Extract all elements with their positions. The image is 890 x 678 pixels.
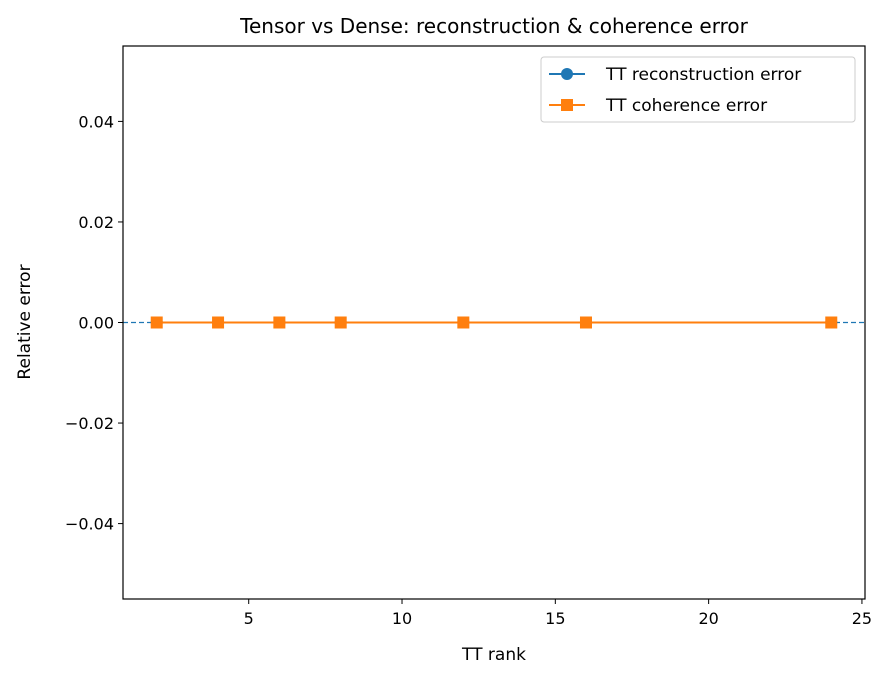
x-tick-label: 25 bbox=[852, 609, 872, 628]
x-axis-label: TT rank bbox=[461, 645, 526, 665]
x-tick-label: 15 bbox=[545, 609, 565, 628]
plot-area bbox=[123, 316, 865, 329]
y-tick-label: 0.00 bbox=[78, 314, 114, 333]
y-tick-label: 0.02 bbox=[78, 213, 114, 232]
y-tick-label: 0.04 bbox=[78, 112, 114, 131]
series-point-1 bbox=[579, 316, 592, 329]
legend-marker-0 bbox=[561, 68, 573, 80]
legend-marker-1 bbox=[561, 99, 573, 111]
x-tick-label: 5 bbox=[244, 609, 254, 628]
x-tick-label: 10 bbox=[392, 609, 412, 628]
series-point-1 bbox=[212, 316, 225, 329]
legend-label-1: TT coherence error bbox=[605, 96, 767, 116]
legend: TT reconstruction error TT coherence erro… bbox=[540, 56, 856, 123]
y-axis-label: Relative error bbox=[15, 264, 35, 379]
series-point-1 bbox=[273, 316, 286, 329]
y-tick-label: −0.02 bbox=[65, 414, 114, 433]
legend-label-0: TT reconstruction error bbox=[605, 65, 801, 85]
x-tick-label: 20 bbox=[698, 609, 718, 628]
series-point-1 bbox=[457, 316, 470, 329]
legend-items: TT reconstruction error TT coherence erro… bbox=[549, 65, 801, 116]
series-point-1 bbox=[334, 316, 347, 329]
legend-box bbox=[540, 56, 856, 123]
series-point-1 bbox=[825, 316, 838, 329]
chart-title: Tensor vs Dense: reconstruction & cohere… bbox=[239, 14, 748, 38]
y-tick-label: −0.04 bbox=[65, 515, 114, 534]
series-point-1 bbox=[150, 316, 163, 329]
axis-ticks: 5 10 15 20 25 −0.04 −0.02 0.00 0.02 0.04 bbox=[65, 112, 872, 628]
